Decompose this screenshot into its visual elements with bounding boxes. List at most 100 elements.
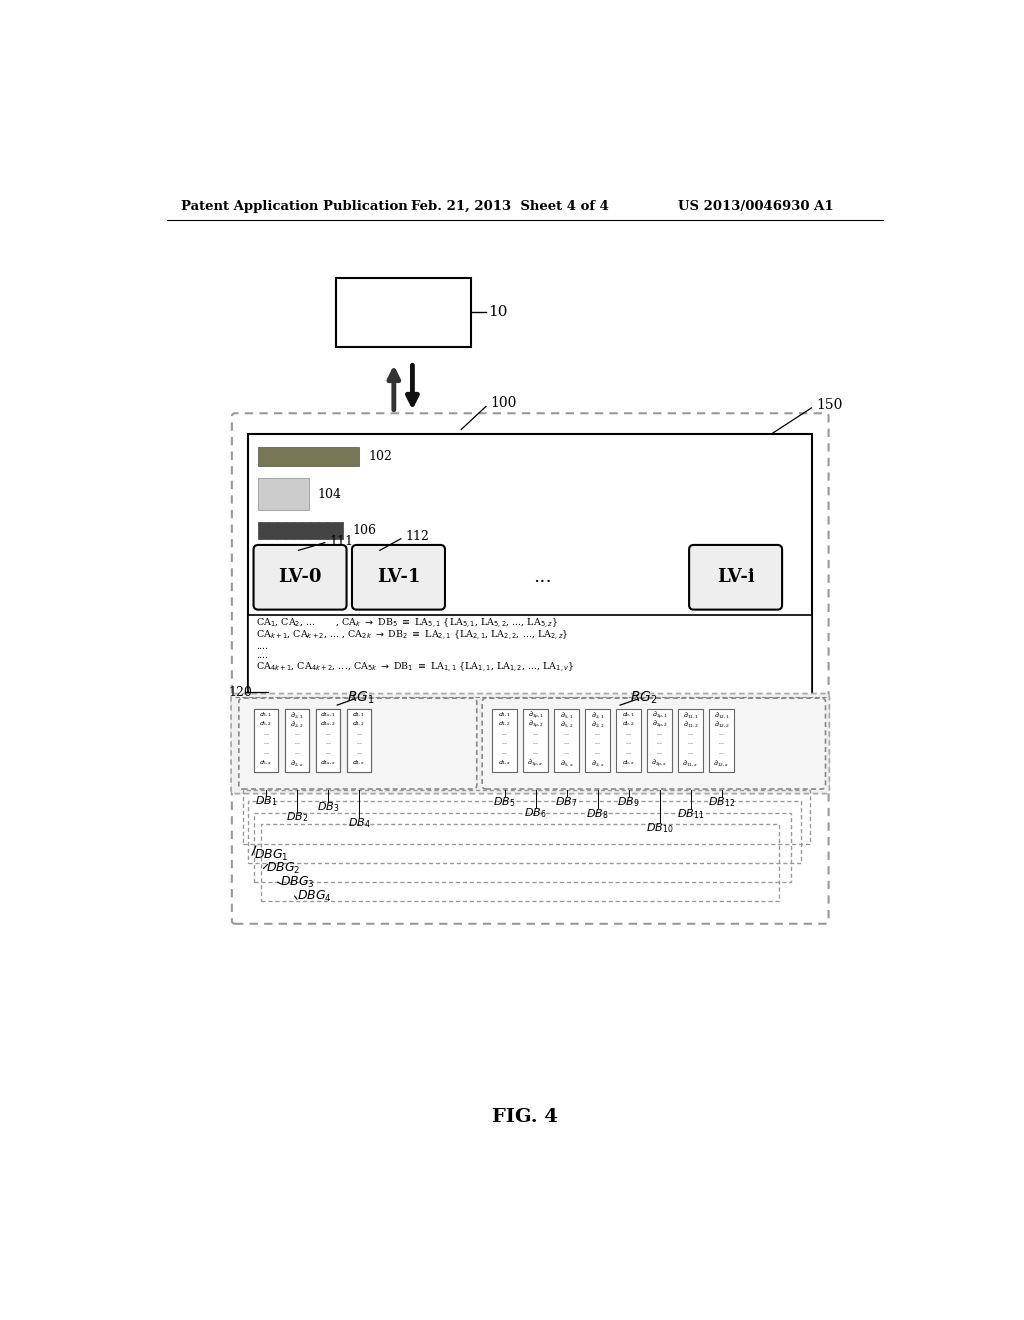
Text: ....: .... (256, 642, 268, 651)
Bar (586, 709, 610, 772)
Text: ...: ... (356, 733, 361, 738)
Text: $DB_8$: $DB_8$ (587, 808, 609, 821)
Text: ...: ... (595, 750, 601, 755)
Text: ...: ... (294, 752, 300, 758)
Text: ...: ... (263, 750, 269, 755)
Text: $d_{b,1}$: $d_{b,1}$ (622, 711, 635, 719)
Text: LV-1: LV-1 (377, 569, 420, 586)
Text: ...: ... (656, 741, 663, 746)
Text: ...: ... (656, 731, 663, 737)
Text: LV-i: LV-i (717, 569, 755, 586)
Text: 112: 112 (406, 529, 429, 543)
Text: ...: ... (356, 743, 361, 747)
FancyBboxPatch shape (231, 693, 829, 793)
Text: 100: 100 (490, 396, 517, 411)
Text: LV-0: LV-0 (279, 569, 322, 586)
Text: $d_{4s,x}$: $d_{4s,x}$ (321, 759, 336, 767)
Text: ...: ... (626, 741, 632, 746)
Text: $\hat{d}_{12,2}$: $\hat{d}_{12,2}$ (714, 719, 730, 730)
Text: ...: ... (563, 741, 569, 746)
Text: 120: 120 (228, 685, 253, 698)
Text: d_{3,1}: d_{3,1} (253, 713, 279, 718)
Text: $DBG_4$: $DBG_4$ (297, 888, 332, 904)
Bar (258, 521, 343, 539)
Bar (248, 615, 812, 697)
Text: $DBG_1$: $DBG_1$ (254, 847, 289, 863)
Text: d_{3,1}: d_{3,1} (285, 713, 309, 718)
Bar (254, 709, 279, 772)
Text: ...: ... (502, 731, 508, 737)
Bar (493, 709, 517, 772)
Text: $\hat{d}_{2p,1}$: $\hat{d}_{2p,1}$ (651, 709, 668, 721)
Text: CA$_{4k+1}$, CA$_{4k+2}$, ..., CA$_{5k}$ $\rightarrow$ DB$_1$ $\equiv$ LA$_{1,1}: CA$_{4k+1}$, CA$_{4k+2}$, ..., CA$_{5k}$… (256, 660, 574, 675)
Text: $DB_4$: $DB_4$ (347, 816, 371, 830)
Text: d_{3,2}: d_{3,2} (285, 722, 309, 727)
Text: 10: 10 (488, 305, 508, 319)
Text: $DB_6$: $DB_6$ (524, 807, 547, 820)
Bar (315, 709, 340, 772)
Text: ...: ... (502, 741, 508, 746)
Text: d_{3,x}: d_{3,x} (347, 763, 372, 768)
FancyBboxPatch shape (482, 698, 825, 789)
Text: $d_{4s,1}$: $d_{4s,1}$ (321, 711, 336, 719)
Bar (248, 434, 812, 697)
Text: ...: ... (263, 741, 269, 746)
Text: $\hat{d}_{5,1}$: $\hat{d}_{5,1}$ (560, 710, 573, 721)
FancyBboxPatch shape (352, 545, 445, 610)
Text: $d_{3,1}$: $d_{3,1}$ (259, 711, 272, 719)
Text: Feb. 21, 2013  Sheet 4 of 4: Feb. 21, 2013 Sheet 4 of 4 (411, 199, 608, 213)
Text: $DBG_3$: $DBG_3$ (280, 875, 314, 890)
Text: $d_{4s,2}$: $d_{4s,2}$ (321, 721, 336, 729)
Text: $DB_{11}$: $DB_{11}$ (677, 808, 705, 821)
Text: $DB_2$: $DB_2$ (286, 810, 308, 824)
Text: ...: ... (356, 750, 361, 755)
Text: ...: ... (356, 752, 361, 758)
Text: $\hat{d}_{12,x}$: $\hat{d}_{12,x}$ (714, 758, 730, 768)
Text: ...: ... (263, 752, 269, 758)
Text: ...: ... (563, 750, 569, 755)
Text: d_{3,2}: d_{3,2} (253, 722, 279, 727)
Text: ...: ... (356, 741, 361, 746)
Text: $\hat{d}_{11,x}$: $\hat{d}_{11,x}$ (682, 758, 698, 768)
Text: 102: 102 (369, 450, 392, 463)
Bar (523, 709, 548, 772)
Text: CA$_{k+1}$, CA$_{k+2}$, ... , CA$_{2k}$ $\rightarrow$ DB$_2$ $\equiv$ LA$_{2,1}$: CA$_{k+1}$, CA$_{k+2}$, ... , CA$_{2k}$ … (256, 628, 568, 642)
Text: $\hat{d}_{3p,x}$: $\hat{d}_{3p,x}$ (527, 756, 544, 768)
Text: 104: 104 (317, 487, 342, 500)
Text: ...: ... (719, 741, 725, 746)
Text: $\hat{d}_{5,x}$: $\hat{d}_{5,x}$ (560, 758, 573, 768)
Bar (285, 709, 309, 772)
Text: 106: 106 (352, 524, 377, 537)
Text: $d_{b,x}$: $d_{b,x}$ (622, 759, 636, 767)
Bar (346, 709, 372, 772)
Text: d_{3,1}: d_{3,1} (315, 713, 341, 718)
Text: $\hat{d}_{12,1}$: $\hat{d}_{12,1}$ (714, 710, 730, 721)
Bar (678, 709, 703, 772)
Text: ...: ... (325, 743, 331, 747)
Text: ...: ... (294, 741, 300, 746)
Text: $\hat{d}_{2p,x}$: $\hat{d}_{2p,x}$ (651, 756, 668, 768)
Text: $\hat{d}_{2,2}$: $\hat{d}_{2,2}$ (290, 719, 304, 730)
Text: ...: ... (502, 750, 508, 755)
Text: ...: ... (263, 731, 269, 737)
Text: US 2013/0046930 A1: US 2013/0046930 A1 (678, 199, 834, 213)
Text: d_{3,1}: d_{3,1} (346, 713, 372, 718)
Text: $\hat{d}_{2,x}$: $\hat{d}_{2,x}$ (591, 758, 604, 768)
Text: ...: ... (563, 731, 569, 737)
Bar (710, 709, 734, 772)
Text: $d_{1,1}$: $d_{1,1}$ (498, 711, 511, 719)
FancyBboxPatch shape (689, 545, 782, 610)
Text: $DB_9$: $DB_9$ (617, 795, 640, 809)
Text: Patent Application Publication: Patent Application Publication (180, 199, 408, 213)
Text: ...: ... (532, 750, 539, 755)
Text: ...: ... (688, 731, 693, 737)
Text: ...: ... (626, 750, 632, 755)
Bar (616, 709, 641, 772)
Text: ...: ... (325, 741, 331, 746)
Text: $DBG_2$: $DBG_2$ (266, 861, 300, 876)
Text: $DB_7$: $DB_7$ (555, 795, 578, 809)
Text: $d_{4,x}$: $d_{4,x}$ (352, 759, 366, 767)
Text: ...: ... (532, 731, 539, 737)
Text: 111: 111 (330, 535, 353, 548)
Text: ...: ... (294, 743, 300, 747)
